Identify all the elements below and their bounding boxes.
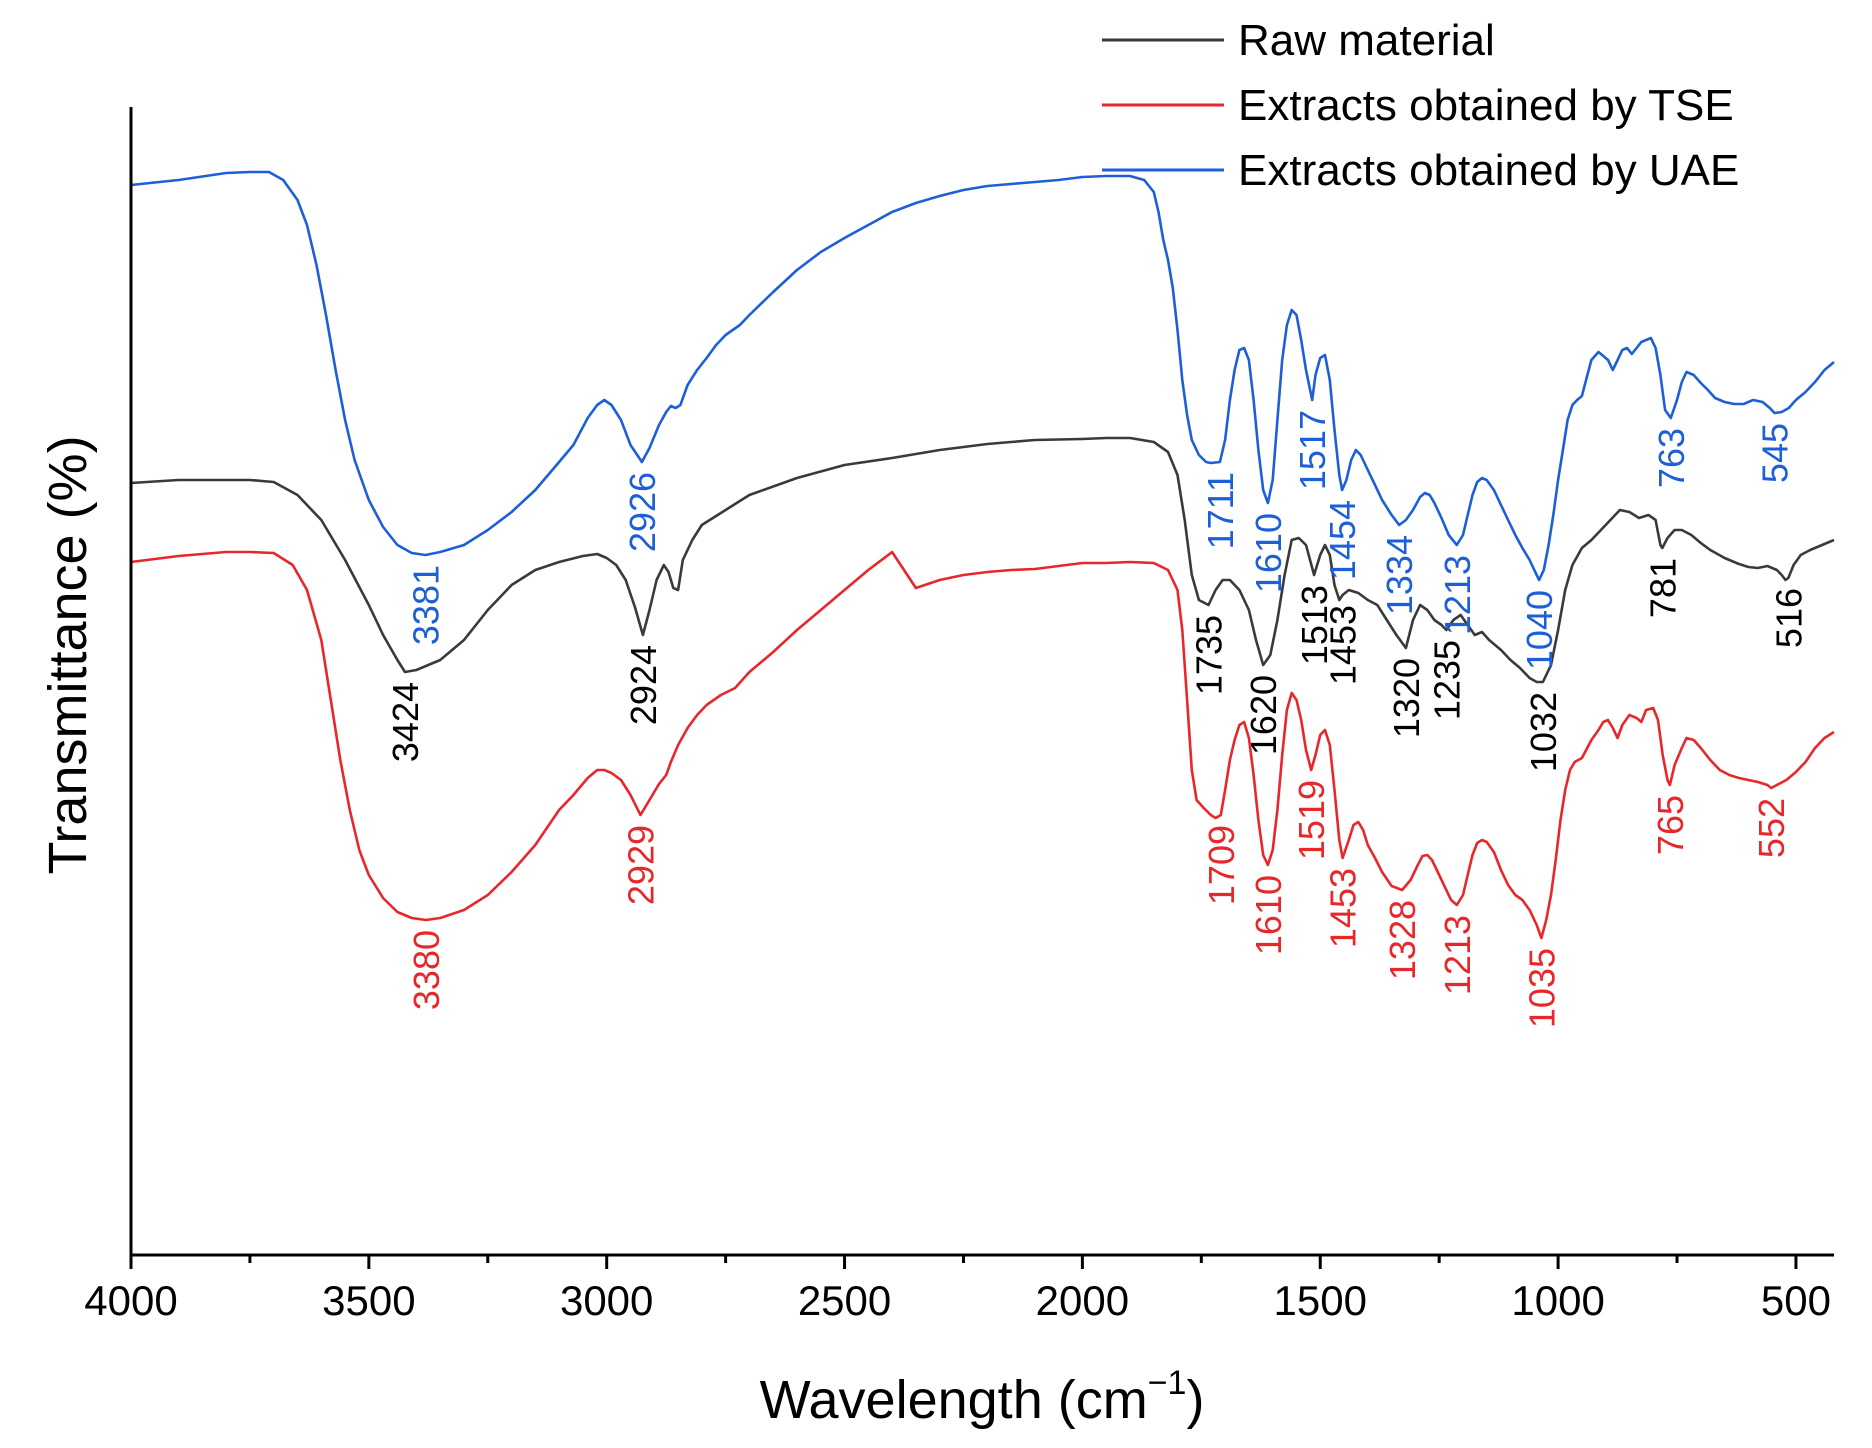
peak-label: 3380 bbox=[406, 930, 447, 1010]
peak-label: 765 bbox=[1650, 795, 1691, 855]
peak-label: 3424 bbox=[385, 682, 426, 762]
peak-label: 2929 bbox=[621, 825, 662, 905]
peak-label: 1213 bbox=[1437, 555, 1478, 635]
peak-label: 1035 bbox=[1521, 948, 1562, 1028]
peak-label: 1213 bbox=[1437, 915, 1478, 995]
peak-label: 1735 bbox=[1189, 615, 1230, 695]
series-line-1 bbox=[130, 550, 1835, 940]
x-tick-label: 1000 bbox=[1511, 1277, 1604, 1324]
peak-label: 3381 bbox=[406, 565, 447, 645]
peak-label: 1610 bbox=[1248, 875, 1289, 955]
peak-label: 1320 bbox=[1386, 658, 1427, 738]
x-tick-label: 3500 bbox=[322, 1277, 415, 1324]
peak-label: 1334 bbox=[1379, 535, 1420, 615]
x-tick-label: 2000 bbox=[1036, 1277, 1129, 1324]
peak-label: 1235 bbox=[1426, 640, 1467, 720]
peak-label: 1610 bbox=[1248, 513, 1289, 593]
peak-label: 1709 bbox=[1201, 825, 1242, 905]
x-tick-label: 4000 bbox=[84, 1277, 177, 1324]
x-ticks: 4000 3500 3000 2500 2000 1500 1000 500 bbox=[84, 1255, 1831, 1324]
legend: Raw material Extracts obtained by TSE Extr… bbox=[1102, 16, 1739, 195]
peak-label: 1032 bbox=[1523, 692, 1564, 772]
series-lines bbox=[130, 170, 1835, 940]
peak-label: 1620 bbox=[1243, 675, 1284, 755]
x-tick-label: 3000 bbox=[560, 1277, 653, 1324]
x-axis-label: Wavelength (cm−1) bbox=[760, 1364, 1205, 1430]
peak-label: 1519 bbox=[1291, 780, 1332, 860]
peak-label: 1328 bbox=[1382, 900, 1423, 980]
series-line-0 bbox=[130, 436, 1835, 684]
legend-label: Raw material bbox=[1238, 16, 1495, 65]
legend-label: Extracts obtained by TSE bbox=[1238, 81, 1734, 130]
x-tick-label: 1500 bbox=[1274, 1277, 1367, 1324]
peak-label: 781 bbox=[1642, 558, 1683, 618]
x-axis-label-close: ) bbox=[1186, 1370, 1204, 1430]
peak-label: 1453 bbox=[1323, 868, 1364, 948]
peak-label: 516 bbox=[1768, 588, 1809, 648]
x-axis-label-main: Wavelength (cm bbox=[760, 1370, 1148, 1430]
peak-label: 1454 bbox=[1322, 500, 1363, 580]
legend-label: Extracts obtained by UAE bbox=[1238, 146, 1739, 195]
peak-label: 763 bbox=[1651, 428, 1692, 488]
peak-label: 1517 bbox=[1292, 410, 1333, 490]
peak-label: 1711 bbox=[1200, 472, 1241, 549]
x-axis-label-sup: −1 bbox=[1148, 1364, 1187, 1402]
peak-label: 1513 bbox=[1294, 585, 1335, 665]
series-line-2 bbox=[130, 170, 1835, 582]
y-axis-label: Transmittance (%) bbox=[38, 435, 98, 874]
peak-label: 1040 bbox=[1519, 590, 1560, 670]
x-tick-label: 500 bbox=[1761, 1277, 1831, 1324]
peak-label: 2926 bbox=[622, 472, 663, 552]
peak-label: 2924 bbox=[623, 645, 664, 725]
x-tick-label: 2500 bbox=[798, 1277, 891, 1324]
peak-label: 1453 bbox=[1323, 605, 1364, 685]
peak-label: 545 bbox=[1755, 423, 1796, 483]
peak-label: 552 bbox=[1751, 798, 1792, 858]
